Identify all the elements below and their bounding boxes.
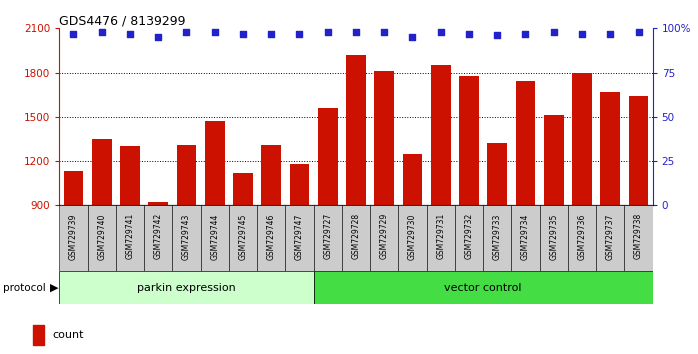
Text: GSM729745: GSM729745 xyxy=(239,213,248,259)
Text: GSM729743: GSM729743 xyxy=(182,213,191,259)
Text: GSM729738: GSM729738 xyxy=(634,213,643,259)
Bar xyxy=(459,75,479,205)
Text: GSM729744: GSM729744 xyxy=(210,213,219,259)
Text: ▶: ▶ xyxy=(50,282,59,293)
Bar xyxy=(370,205,399,271)
Text: GSM729737: GSM729737 xyxy=(606,213,615,259)
Text: vector control: vector control xyxy=(445,282,522,293)
Bar xyxy=(629,96,648,205)
Text: GSM729741: GSM729741 xyxy=(126,213,135,259)
Point xyxy=(491,33,503,38)
Point xyxy=(633,29,644,35)
Text: GSM729747: GSM729747 xyxy=(295,213,304,259)
Text: protocol: protocol xyxy=(3,282,46,293)
Bar xyxy=(205,121,225,205)
Text: GSM729736: GSM729736 xyxy=(577,213,586,259)
Bar xyxy=(290,164,309,205)
Bar xyxy=(426,205,455,271)
Bar xyxy=(313,205,342,271)
Point xyxy=(520,31,531,36)
Point xyxy=(378,29,389,35)
Text: GSM729727: GSM729727 xyxy=(323,213,332,259)
Bar xyxy=(64,171,83,205)
Bar xyxy=(87,205,116,271)
Bar xyxy=(33,325,43,346)
Text: count: count xyxy=(52,330,84,340)
Bar xyxy=(318,108,338,205)
Text: GSM729728: GSM729728 xyxy=(352,213,360,259)
Bar xyxy=(374,71,394,205)
Bar xyxy=(568,205,596,271)
Text: GSM729731: GSM729731 xyxy=(436,213,445,259)
Bar xyxy=(399,205,426,271)
Bar xyxy=(346,55,366,205)
Bar xyxy=(200,205,229,271)
Text: GSM729739: GSM729739 xyxy=(69,213,78,259)
Bar xyxy=(516,81,535,205)
Bar xyxy=(512,205,540,271)
Bar xyxy=(120,146,140,205)
Bar xyxy=(596,205,625,271)
Text: GSM729740: GSM729740 xyxy=(97,213,106,259)
Bar xyxy=(257,205,285,271)
Point xyxy=(463,31,475,36)
Point xyxy=(209,29,221,35)
Bar xyxy=(455,205,483,271)
Bar xyxy=(313,271,653,304)
Bar xyxy=(544,115,563,205)
Point xyxy=(604,31,616,36)
Point xyxy=(237,31,248,36)
Point xyxy=(124,31,135,36)
Bar xyxy=(625,205,653,271)
Point xyxy=(153,34,164,40)
Point xyxy=(68,31,79,36)
Point xyxy=(577,31,588,36)
Bar xyxy=(177,145,196,205)
Text: GSM729733: GSM729733 xyxy=(493,213,502,259)
Bar xyxy=(483,205,512,271)
Text: GSM729734: GSM729734 xyxy=(521,213,530,259)
Point xyxy=(435,29,446,35)
Bar xyxy=(59,271,313,304)
Bar xyxy=(92,139,112,205)
Point xyxy=(322,29,334,35)
Bar xyxy=(59,205,87,271)
Point xyxy=(407,34,418,40)
Text: parkin expression: parkin expression xyxy=(137,282,236,293)
Text: GSM729732: GSM729732 xyxy=(464,213,473,259)
Point xyxy=(266,31,277,36)
Point xyxy=(294,31,305,36)
Point xyxy=(96,29,107,35)
Bar xyxy=(285,205,313,271)
Text: GSM729735: GSM729735 xyxy=(549,213,558,259)
Bar xyxy=(116,205,144,271)
Bar xyxy=(148,202,168,205)
Bar xyxy=(342,205,370,271)
Bar xyxy=(172,205,200,271)
Point xyxy=(181,29,192,35)
Bar xyxy=(144,205,172,271)
Bar xyxy=(431,65,451,205)
Point xyxy=(548,29,559,35)
Bar xyxy=(403,154,422,205)
Bar xyxy=(487,143,507,205)
Text: GSM729729: GSM729729 xyxy=(380,213,389,259)
Text: GSM729746: GSM729746 xyxy=(267,213,276,259)
Bar xyxy=(233,173,253,205)
Bar xyxy=(600,92,620,205)
Bar xyxy=(572,73,592,205)
Bar xyxy=(540,205,568,271)
Text: GSM729730: GSM729730 xyxy=(408,213,417,259)
Text: GSM729742: GSM729742 xyxy=(154,213,163,259)
Point xyxy=(350,29,362,35)
Text: GDS4476 / 8139299: GDS4476 / 8139299 xyxy=(59,14,186,27)
Bar xyxy=(229,205,257,271)
Bar xyxy=(261,145,281,205)
